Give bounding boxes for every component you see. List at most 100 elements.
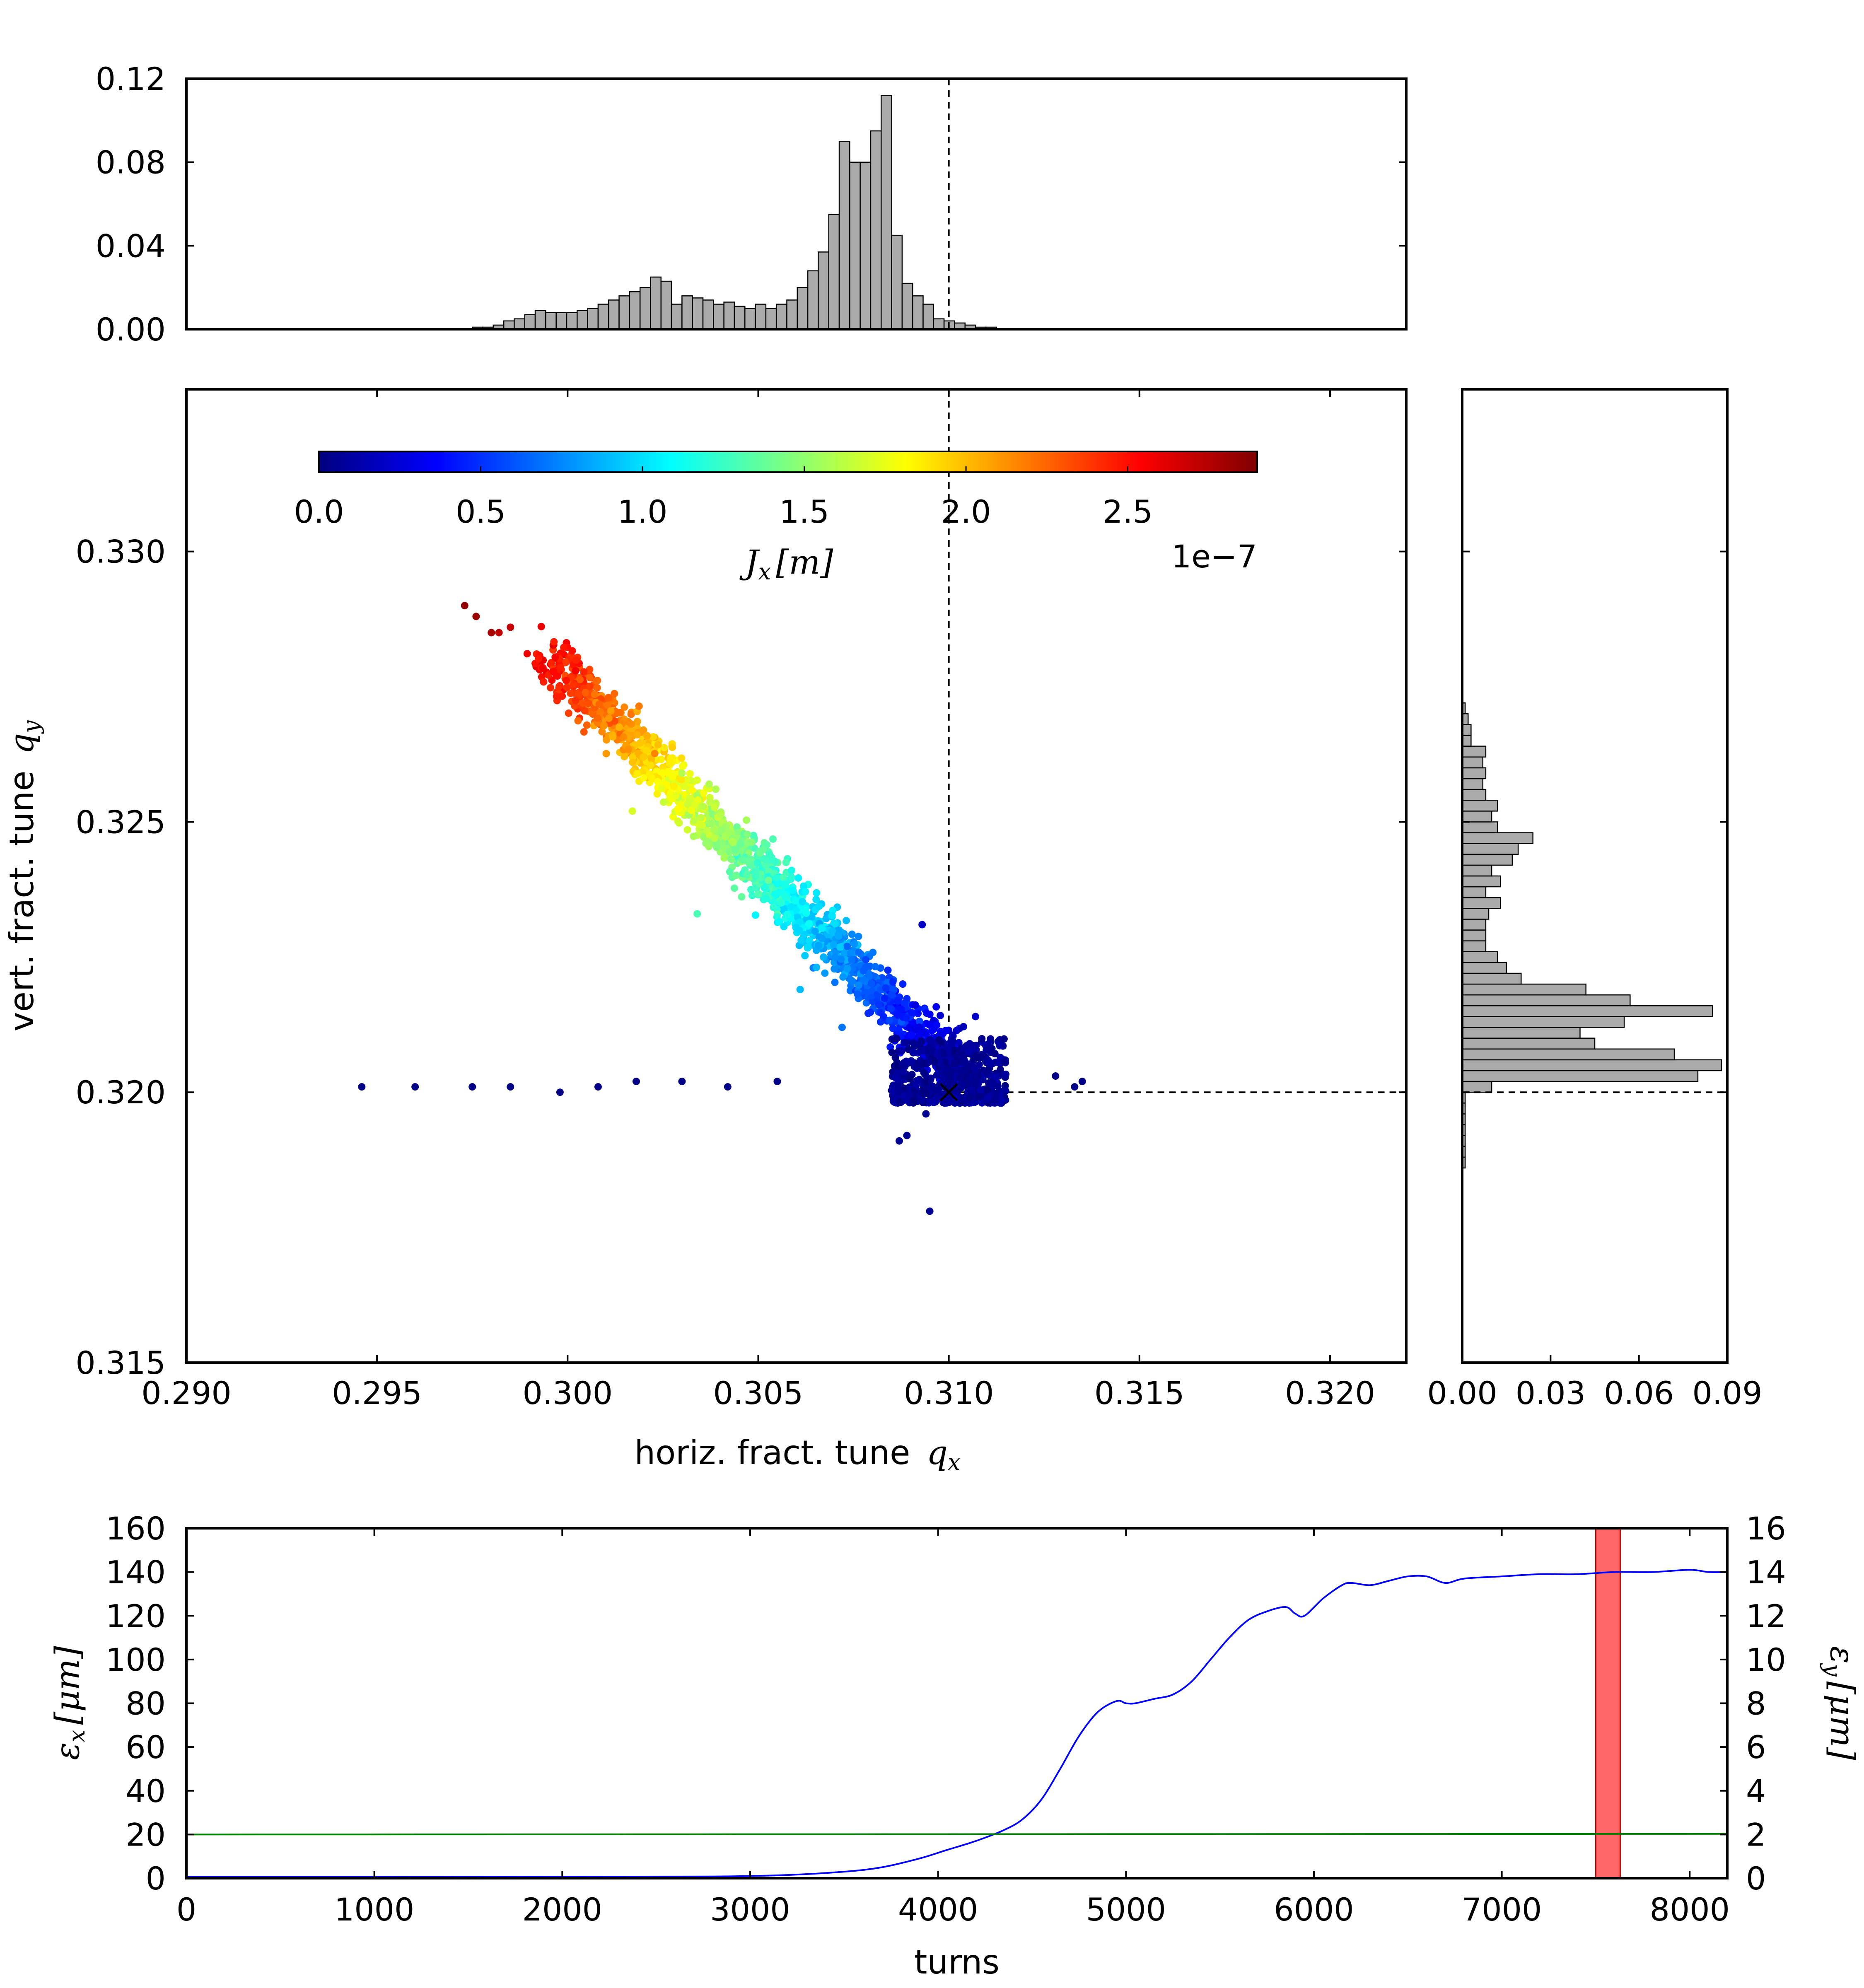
scatter-x-axis-label: horiz. fract. tune qx — [634, 1433, 960, 1475]
top-histogram-bar — [555, 312, 567, 330]
scatter-point — [895, 1082, 903, 1090]
scatter-point — [565, 709, 572, 717]
scatter-point — [769, 835, 777, 843]
right-histogram-bar — [1461, 1037, 1596, 1050]
scatter-point — [902, 1096, 910, 1104]
scatter-x-tick-label: 0.295 — [332, 1375, 422, 1411]
scatter-point — [950, 1047, 958, 1054]
scatter-point — [595, 700, 603, 708]
scatter-point — [621, 703, 628, 711]
scatter-point — [700, 789, 707, 797]
scatter-point — [837, 955, 845, 963]
colorbar-ticks: 0.0 0.5 1.0 1.5 2.0 2.5 — [294, 466, 1153, 530]
scatter-point — [818, 934, 826, 942]
scatter-point — [586, 666, 594, 673]
scatter-point — [794, 874, 802, 882]
scatter-point — [926, 1036, 934, 1044]
right-histogram-bar — [1461, 746, 1487, 758]
top-histogram-bar — [933, 318, 945, 330]
scatter-point — [987, 1060, 995, 1068]
scatter-point — [1078, 1078, 1086, 1086]
scatter-point — [567, 690, 575, 697]
scatter-point — [886, 1016, 893, 1024]
top-histogram-bar — [818, 251, 829, 330]
scatter-point — [900, 1068, 908, 1076]
scatter-point — [604, 701, 611, 709]
scatter-point — [818, 924, 826, 932]
scatter-point — [472, 613, 480, 620]
scatter-point — [705, 780, 713, 788]
right-histogram-bar — [1461, 897, 1501, 909]
scatter-point — [685, 794, 693, 802]
scatter-point — [717, 810, 725, 818]
scatter-point — [864, 988, 872, 996]
scatter-point — [643, 732, 651, 740]
scatter-point — [647, 761, 654, 769]
scatter-point — [547, 684, 555, 692]
scatter-point — [621, 753, 628, 760]
scatter-point — [717, 826, 725, 834]
top-histogram-bar — [524, 314, 536, 330]
scatter-point — [799, 898, 806, 906]
reference-marker-stroke — [939, 1083, 958, 1101]
top-histogram-bar — [755, 304, 767, 330]
scatter-point — [898, 1047, 905, 1055]
timeline-x-tick-label: 1000 — [334, 1891, 414, 1928]
top-histogram-bar — [713, 304, 724, 330]
scatter-point — [753, 859, 761, 867]
scatter-point — [762, 895, 770, 902]
scatter-point — [736, 840, 744, 848]
scatter-point — [915, 1023, 923, 1031]
timeline-left-y-tick-label: 20 — [126, 1816, 166, 1853]
scatter-point — [946, 1076, 954, 1084]
scatter-point — [942, 1027, 949, 1035]
scatter-point — [540, 678, 548, 686]
scatter-reference-marker — [939, 1083, 958, 1101]
scatter-point — [594, 677, 601, 685]
scatter-point — [688, 806, 696, 814]
top-histogram-bar — [786, 299, 798, 330]
scatter-point — [783, 911, 791, 919]
scatter-point — [979, 1052, 987, 1059]
scatter-point — [732, 846, 739, 854]
scatter-x-tick-label: 0.310 — [904, 1375, 994, 1411]
emittance-y-line — [186, 1833, 1728, 1836]
right-histogram-bar — [1461, 864, 1492, 877]
scatter-point — [905, 1023, 913, 1031]
scatter-point — [583, 721, 591, 729]
scatter-point — [792, 897, 800, 905]
timeline-left-y-tick-label: 40 — [126, 1773, 166, 1809]
scatter-point — [558, 692, 566, 700]
scatter-point — [813, 889, 821, 897]
scatter-point — [598, 728, 606, 736]
scatter-y-tick-label: 0.320 — [75, 1074, 166, 1111]
scatter-point — [755, 890, 763, 898]
scatter-point — [896, 1098, 904, 1106]
top-histogram-bar — [765, 308, 777, 330]
scatter-point — [855, 981, 863, 989]
right-histogram-bar — [1461, 1027, 1581, 1039]
scatter-point — [551, 653, 559, 661]
scatter-point — [725, 848, 733, 856]
scatter-point — [684, 800, 692, 808]
top-histogram-bar — [692, 297, 704, 330]
scatter-point — [590, 704, 598, 712]
scatter-point — [855, 933, 862, 941]
scatter-x-ticks: 0.290 0.295 0.300 0.305 0.310 0.315 0.320 — [141, 389, 1375, 1411]
scatter-point — [971, 1079, 979, 1087]
top-histogram-y-tick-label: 0.00 — [96, 311, 166, 348]
scatter-point — [639, 768, 647, 776]
scatter-point — [884, 966, 892, 974]
scatter-point — [965, 1094, 973, 1102]
timeline-x-tick-label: 8000 — [1650, 1891, 1730, 1928]
scatter-point — [602, 750, 610, 758]
top-histogram-bar — [566, 312, 578, 330]
scatter-point — [1052, 1072, 1060, 1080]
scatter-point — [972, 1066, 980, 1074]
scatter-point — [743, 816, 751, 824]
scatter-point — [910, 1098, 918, 1105]
scatter-point — [562, 659, 570, 666]
scatter-point — [549, 668, 557, 676]
top-histogram-bar — [807, 270, 819, 330]
scatter-point — [580, 728, 588, 736]
